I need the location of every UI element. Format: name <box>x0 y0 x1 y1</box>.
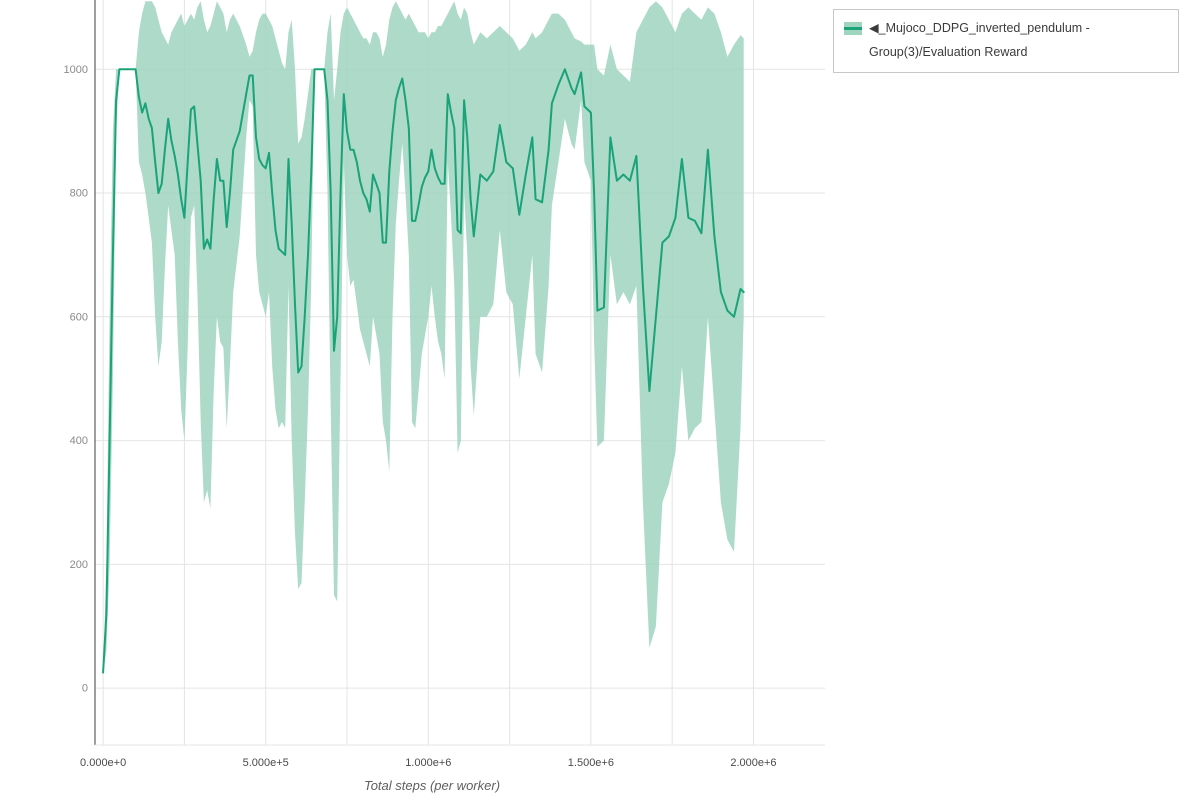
legend-swatch-icon <box>844 22 862 35</box>
svg-text:400: 400 <box>70 435 88 447</box>
svg-text:2.000e+6: 2.000e+6 <box>730 757 776 769</box>
svg-text:600: 600 <box>70 311 88 323</box>
legend: ◀_Mujoco_DDPG_inverted_pendulum - Group(… <box>833 9 1179 73</box>
svg-text:1.500e+6: 1.500e+6 <box>568 757 614 769</box>
svg-text:1000: 1000 <box>64 64 88 76</box>
legend-label: ◀_Mujoco_DDPG_inverted_pendulum - Group(… <box>869 21 1090 59</box>
svg-text:5.000e+5: 5.000e+5 <box>243 757 289 769</box>
svg-text:0: 0 <box>82 683 88 695</box>
svg-text:0.000e+0: 0.000e+0 <box>80 757 126 769</box>
legend-swatch-line-icon <box>844 27 862 30</box>
svg-text:Total steps (per worker): Total steps (per worker) <box>364 778 500 793</box>
reward-chart: 0 200 400 600 800 1000 0.000e+0 5.000e+5 1.000e+… <box>64 0 825 793</box>
svg-text:200: 200 <box>70 559 88 571</box>
legend-item[interactable]: ◀_Mujoco_DDPG_inverted_pendulum - Group(… <box>844 17 1168 65</box>
svg-text:1.000e+6: 1.000e+6 <box>405 757 451 769</box>
svg-text:800: 800 <box>70 188 88 200</box>
